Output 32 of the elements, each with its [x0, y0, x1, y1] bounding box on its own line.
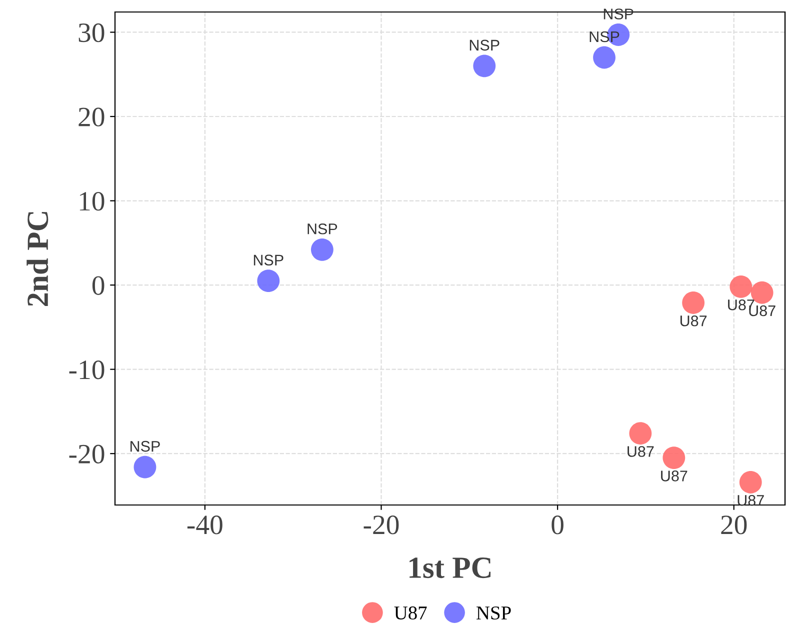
x-axis-title: 1st PC [410, 558, 491, 578]
x-tick-label: 20 [721, 516, 747, 534]
point [473, 54, 496, 78]
y-tick-label: 20 [78, 108, 104, 126]
x-tick-label: -20 [364, 516, 399, 534]
point [629, 422, 652, 445]
y-tick-label: 30 [78, 23, 104, 42]
point [257, 270, 280, 292]
data-label: NSP [308, 223, 338, 234]
x-tick-label: -40 [187, 516, 222, 534]
y-tick-label: -20 [69, 444, 104, 464]
y-tick-label: 10 [80, 192, 104, 211]
data-label: U87 [661, 470, 688, 482]
point [310, 238, 334, 261]
data-label: NSP [470, 40, 500, 51]
data-label: U87 [738, 494, 764, 506]
legend-label: U87 [394, 606, 427, 620]
data-label: NSP [254, 254, 284, 266]
y-tick-label: 0 [92, 276, 104, 295]
point [682, 292, 705, 314]
point [662, 446, 686, 470]
data-label: U87 [628, 446, 654, 457]
x-tick-label: 0 [552, 516, 564, 534]
point [739, 471, 762, 494]
point [593, 46, 616, 69]
data-label: U87 [680, 315, 707, 326]
legend-label: NSP [476, 606, 511, 620]
point [730, 276, 752, 298]
y-tick-label: -10 [69, 360, 104, 380]
y-axis-title: 2nd PC [26, 212, 48, 306]
data-label: NSP [130, 440, 160, 452]
point [134, 456, 156, 478]
